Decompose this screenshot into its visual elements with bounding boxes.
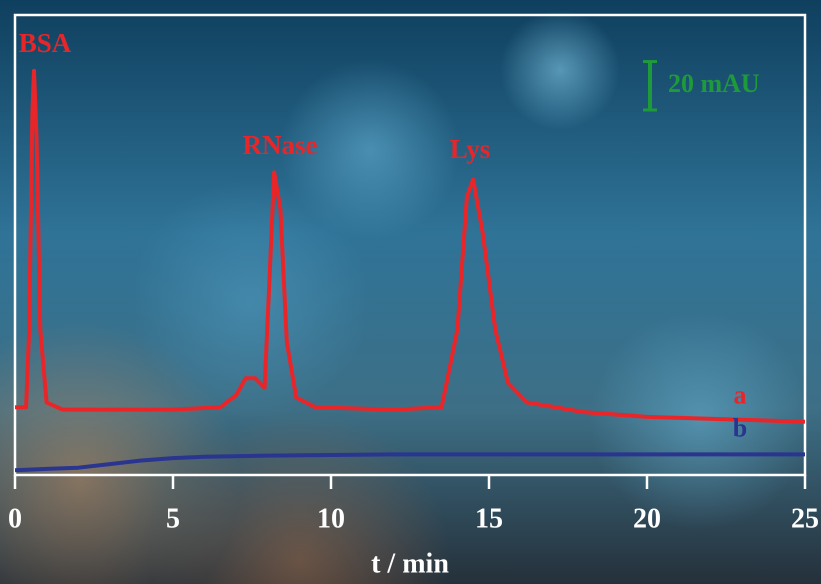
- x-axis-label: t / min: [371, 548, 449, 579]
- peak-label: BSA: [19, 28, 72, 58]
- series-label: b: [733, 413, 747, 442]
- x-tick-label: 10: [317, 503, 345, 534]
- series-label: a: [734, 381, 747, 410]
- x-tick-label: 0: [8, 503, 22, 534]
- peak-label: RNase: [243, 130, 318, 160]
- plot-frame: [13, 13, 807, 477]
- scale-bar-label: 20 mAU: [668, 69, 760, 98]
- x-tick-label: 25: [791, 503, 819, 534]
- data-line: [15, 68, 806, 424]
- peak-label: Lys: [450, 134, 491, 164]
- x-tick-label: 5: [166, 503, 180, 534]
- x-tick-label: 15: [475, 503, 503, 534]
- data-line: [14, 452, 805, 473]
- x-tick-label: 20: [633, 503, 661, 534]
